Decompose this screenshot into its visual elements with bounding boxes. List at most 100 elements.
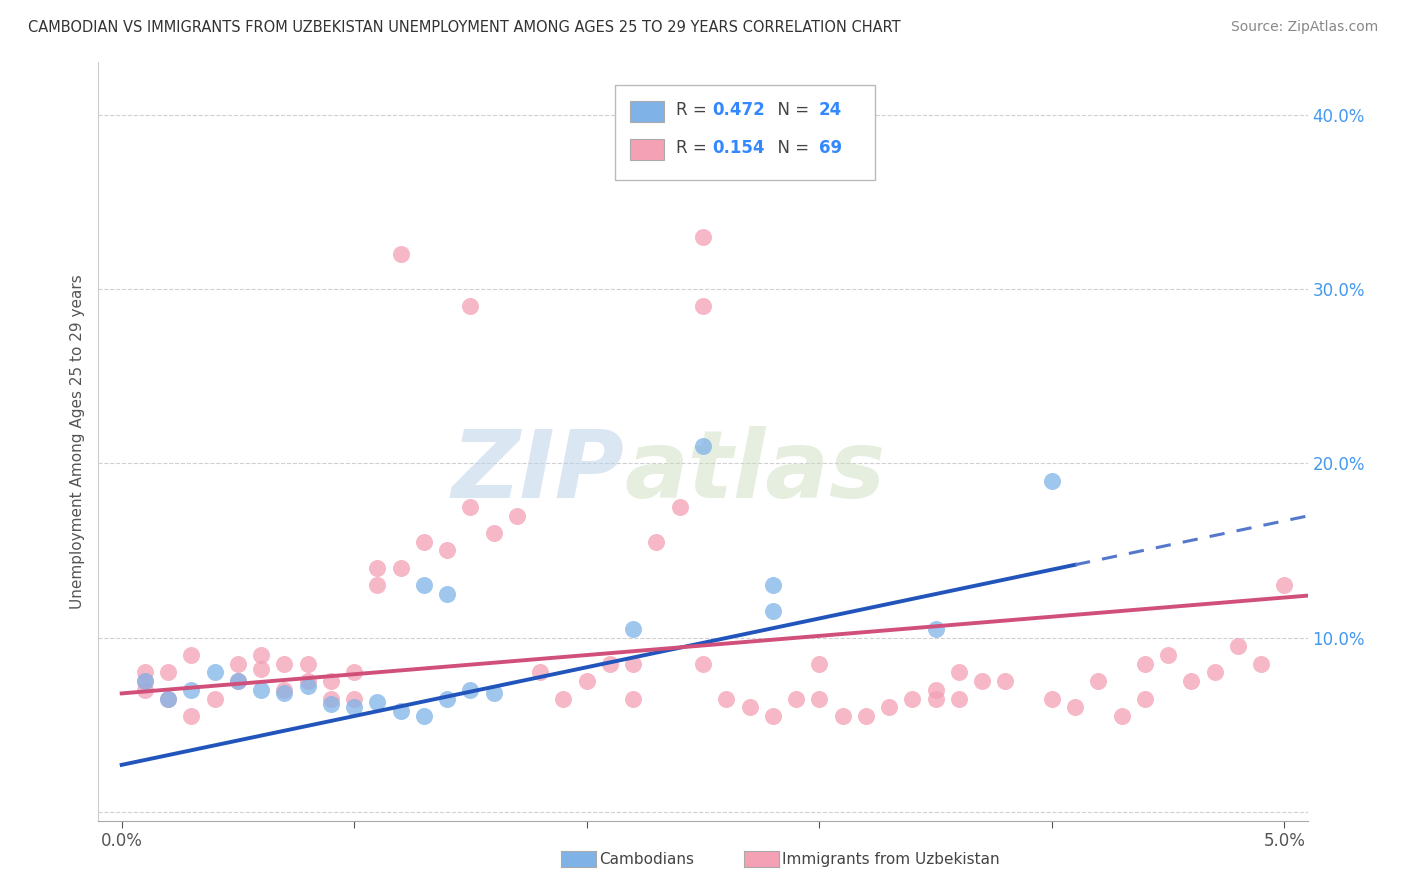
Point [134,674,156,689]
Point [1204,665,1226,680]
Y-axis label: Unemployment Among Ages 25 to 29 years: Unemployment Among Ages 25 to 29 years [69,274,84,609]
Point [924,682,946,697]
Point [621,622,644,636]
Point [762,709,785,723]
Point [948,691,970,706]
Point [157,665,180,680]
Point [692,439,714,453]
Point [413,534,436,549]
Point [366,695,388,709]
Point [994,674,1017,689]
Point [1111,709,1133,723]
Text: Immigrants from Uzbekistan: Immigrants from Uzbekistan [782,853,1000,867]
Point [319,674,342,689]
Point [1040,691,1063,706]
FancyBboxPatch shape [630,101,664,122]
Text: 0.154: 0.154 [713,139,765,157]
Point [226,674,249,689]
Point [924,691,946,706]
Point [621,691,644,706]
Text: ZIP: ZIP [451,425,624,518]
Point [645,534,668,549]
Point [180,648,202,662]
Point [575,674,598,689]
Point [855,709,877,723]
Point [1157,648,1180,662]
Text: 69: 69 [820,139,842,157]
Point [460,682,482,697]
Point [762,578,785,592]
Point [366,561,388,575]
Point [250,682,273,697]
Point [157,691,180,706]
Point [970,674,993,689]
Point [1133,691,1156,706]
Text: atlas: atlas [624,425,886,518]
Point [529,665,551,680]
Point [204,665,226,680]
Point [226,657,249,671]
Point [1133,657,1156,671]
Point [250,662,273,676]
Point [180,682,202,697]
Point [1040,474,1063,488]
Point [250,648,273,662]
Point [436,543,458,558]
Point [460,300,482,314]
Point [1064,700,1087,714]
Point [134,682,156,697]
Point [180,709,202,723]
Point [366,578,388,592]
Point [204,691,226,706]
Point [389,247,412,261]
Point [134,665,156,680]
Point [297,657,319,671]
Point [226,674,249,689]
Point [692,300,714,314]
Point [692,657,714,671]
Point [273,686,295,700]
Point [599,657,621,671]
Text: Cambodians: Cambodians [599,853,695,867]
Point [157,691,180,706]
Point [1087,674,1109,689]
FancyBboxPatch shape [630,139,664,161]
Point [716,691,738,706]
Point [297,674,319,689]
Point [668,500,690,514]
Point [901,691,924,706]
Point [1250,657,1272,671]
FancyBboxPatch shape [614,85,875,180]
Point [1180,674,1202,689]
Point [273,657,295,671]
Point [389,561,412,575]
Point [692,229,714,244]
Point [460,500,482,514]
Point [1272,578,1295,592]
Text: N =: N = [768,139,814,157]
Point [553,691,575,706]
Point [785,691,807,706]
Text: CAMBODIAN VS IMMIGRANTS FROM UZBEKISTAN UNEMPLOYMENT AMONG AGES 25 TO 29 YEARS C: CAMBODIAN VS IMMIGRANTS FROM UZBEKISTAN … [28,20,901,35]
Point [738,700,761,714]
Point [273,682,295,697]
Point [877,700,900,714]
Point [343,665,366,680]
Text: 0.472: 0.472 [713,101,765,120]
Point [924,622,946,636]
Point [1226,640,1249,654]
Point [482,686,505,700]
Point [343,700,366,714]
Text: R =: R = [676,101,713,120]
Point [436,691,458,706]
Point [413,578,436,592]
Point [808,691,831,706]
Point [436,587,458,601]
Point [319,697,342,711]
Point [413,709,436,723]
Point [134,674,156,689]
Point [831,709,853,723]
Point [506,508,529,523]
Text: R =: R = [676,139,713,157]
Text: 24: 24 [820,101,842,120]
